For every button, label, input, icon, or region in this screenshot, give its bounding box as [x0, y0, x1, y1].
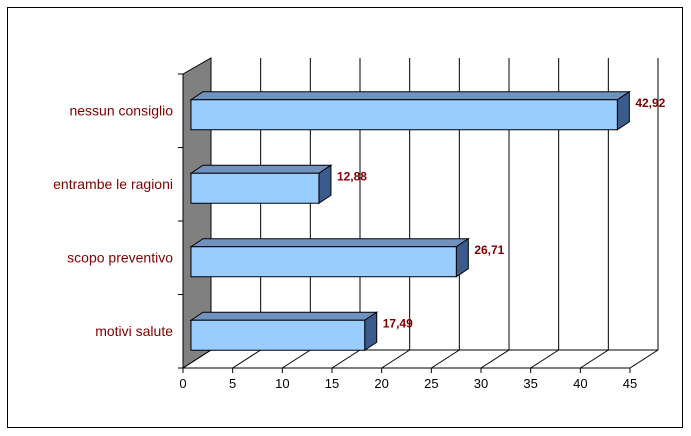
- bar-top: [189, 238, 470, 248]
- x-tick-label: 5: [229, 376, 236, 391]
- data-label: 42,92: [635, 96, 665, 110]
- x-tick-label: 10: [275, 376, 289, 391]
- x-tick-label: 40: [573, 376, 587, 391]
- floor-gridline: [530, 349, 559, 369]
- floor-gridline: [282, 349, 311, 369]
- x-tick-label: 30: [474, 376, 488, 391]
- floor-gridline: [381, 349, 410, 369]
- bar: [190, 172, 320, 204]
- data-label: 26,71: [474, 243, 504, 257]
- category-label: nessun consiglio: [69, 102, 173, 118]
- floor-gridline: [580, 349, 609, 369]
- floor-gridline: [629, 349, 659, 369]
- bar-top: [189, 311, 379, 321]
- floor-gridline: [431, 349, 460, 369]
- floor-gridline: [331, 349, 361, 369]
- x-tick-label: 0: [179, 376, 186, 391]
- data-label: 17,49: [383, 316, 413, 330]
- floor-gridline: [480, 349, 510, 369]
- chart-frame: [7, 7, 683, 428]
- category-label: scopo preventivo: [67, 249, 173, 265]
- floor-gridline: [232, 349, 261, 369]
- x-tick-label: 20: [374, 376, 388, 391]
- x-tick-label: 45: [623, 376, 637, 391]
- x-tick-label: 35: [523, 376, 537, 391]
- category-label: entrambe le ragioni: [53, 176, 173, 192]
- category-label: motivi salute: [95, 323, 173, 339]
- bar-top: [189, 91, 631, 101]
- data-label: 12,88: [337, 169, 367, 183]
- x-tick-label: 25: [424, 376, 438, 391]
- x-tick-label: 15: [325, 376, 339, 391]
- bar: [190, 319, 366, 351]
- bar: [190, 99, 618, 131]
- bar-top: [189, 164, 333, 174]
- floor-gridline: [182, 349, 212, 369]
- bar: [190, 246, 457, 278]
